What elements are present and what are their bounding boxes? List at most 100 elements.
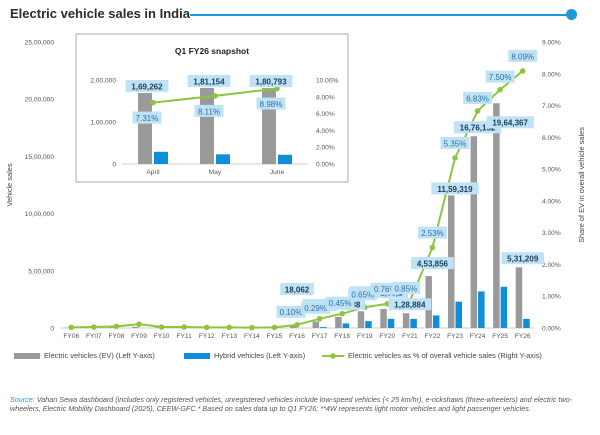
ev-bar [357,311,365,328]
ev-share-label: 0.10% [280,308,303,317]
hybrid-bar [387,318,395,328]
ev-share-point [158,324,165,330]
ev-value-label: 19,64,367 [492,119,528,128]
ev-share-point [113,323,120,330]
y2-axis-title: Share of EV in overall vehicle sales [577,127,586,243]
ev-share-label: 8.09% [511,52,534,61]
ev-share-point [429,244,436,251]
inset-ev-value-label: 1,69,262 [131,82,163,91]
inset-x-tick-label: June [270,169,285,176]
y-tick-label: 0 [50,326,54,333]
y2-tick-label: 7.00% [542,103,561,110]
ev-bar [290,325,297,328]
inset-ev-bar [200,87,214,164]
ev-sales-chart: 0 5,00,000 10,00,000 15,00,000 20,00,000 25,0… [5,33,586,360]
inset-share-point [274,85,280,92]
ev-share-label-bg [301,301,331,314]
ev-share-label-bg [325,296,355,309]
inset-ev-value-label-bg [249,75,293,88]
x-tick-label: FY25 [492,333,508,340]
y2-tick-label: 4.00% [542,198,561,205]
legend-share-label: Electric vehicles as % of overall vehicl… [348,351,542,360]
hybrid-bar [455,301,462,328]
source-label: Source: [10,395,35,404]
inset-share-point [150,99,156,106]
ev-share-label: 0.85% [395,284,418,293]
x-tick-label: FY11 [177,333,193,340]
y-tick-label: 10,00,000 [25,211,55,218]
ev-share-label: 5.35% [444,139,467,148]
ev-share-label: 7.50% [489,73,512,82]
ev-share-label: 0.45% [329,299,352,308]
ev-bar [380,308,387,328]
hybrid-bar [365,321,372,328]
ev-share-point [339,310,345,317]
legend-hybrid-label: Hybrid vehicles (Left Y-axis) [214,351,305,360]
ev-share-point [294,322,300,328]
ev-bar [402,313,410,328]
ev-share-label-bg [463,91,493,104]
y-tick-label: 20,00,000 [25,97,55,104]
inset-share-label-bg [256,97,286,110]
x-tick-label: FY12 [199,333,215,340]
y2-tick-label: 2.00% [542,262,561,269]
inset-y2-tick-label: 10.00% [316,78,339,85]
hybrid-bar [478,291,485,328]
inset-y2-tick-label: 6.00% [316,111,335,118]
ev-share-label: 0.29% [304,304,327,313]
x-tick-label: FY22 [425,333,441,340]
inset-share-label-bg [132,111,162,124]
x-tick-label: FY17 [312,333,328,340]
ev-value-label: 1,28,884 [394,301,426,310]
inset-y2-tick-label: 4.00% [316,128,335,135]
x-tick-label: FY14 [244,333,260,340]
legend-hybrid-swatch [184,353,210,359]
y2-tick-label: 6.00% [542,135,561,142]
ev-share-point [249,324,255,331]
title-dot [566,9,577,20]
ev-value-label-bg [486,116,534,129]
x-tick-label: FY09 [131,333,147,340]
y-tick-label: 25,00,000 [25,40,55,47]
y2-tick-label: 9.00% [542,40,561,47]
inset-hybrid-bar [278,154,292,164]
inset-y2-tick-label: 8.00% [316,94,335,101]
inset-share-label: 8.11% [198,107,220,116]
x-tick-label: FY10 [154,333,170,340]
ev-share-point [497,86,503,93]
ev-bar [470,136,478,328]
ev-share-label: 2.53% [421,229,444,238]
ev-value-label: 16,76,152 [460,124,496,133]
y2-tick-label: 3.00% [542,230,561,237]
ev-share-point [452,155,458,161]
ev-bar [132,326,139,328]
ev-share-point [519,68,526,74]
ev-value-label-bg [411,257,454,270]
hybrid-bar [432,315,440,328]
ev-share-label-bg [391,281,421,294]
ev-share-label: 0.65% [351,291,374,300]
hybrid-bar [500,286,508,328]
title-rule [190,14,570,16]
y-tick-label: 5,00,000 [28,268,54,275]
ev-share-label-bg [417,226,447,239]
ev-share-point [316,315,323,322]
ev-value-label: 18,062 [285,285,310,294]
hybrid-bar [320,327,327,328]
ev-value-label-bg [501,252,545,265]
ev-value-label: 11,59,319 [437,185,473,194]
inset-x-tick-label: April [146,169,160,176]
ev-share-point [226,324,233,331]
inset-share-label: 7.31% [136,114,159,123]
inset-y-tick-label: 2,00,000 [90,78,116,85]
ev-bar [312,321,320,328]
hybrid-bar [523,318,530,328]
inset-x-tick-label: May [209,169,222,176]
inset-hybrid-bar [154,151,168,164]
ev-value-label-bg [280,283,314,295]
x-tick-label: FY06 [63,333,79,340]
inset-ev-value-label-bg [125,79,169,92]
ev-share-label: 0.76% [374,285,397,294]
x-tick-label: FY19 [357,333,373,340]
inset-title: Q1 FY26 snapshot [175,46,249,56]
